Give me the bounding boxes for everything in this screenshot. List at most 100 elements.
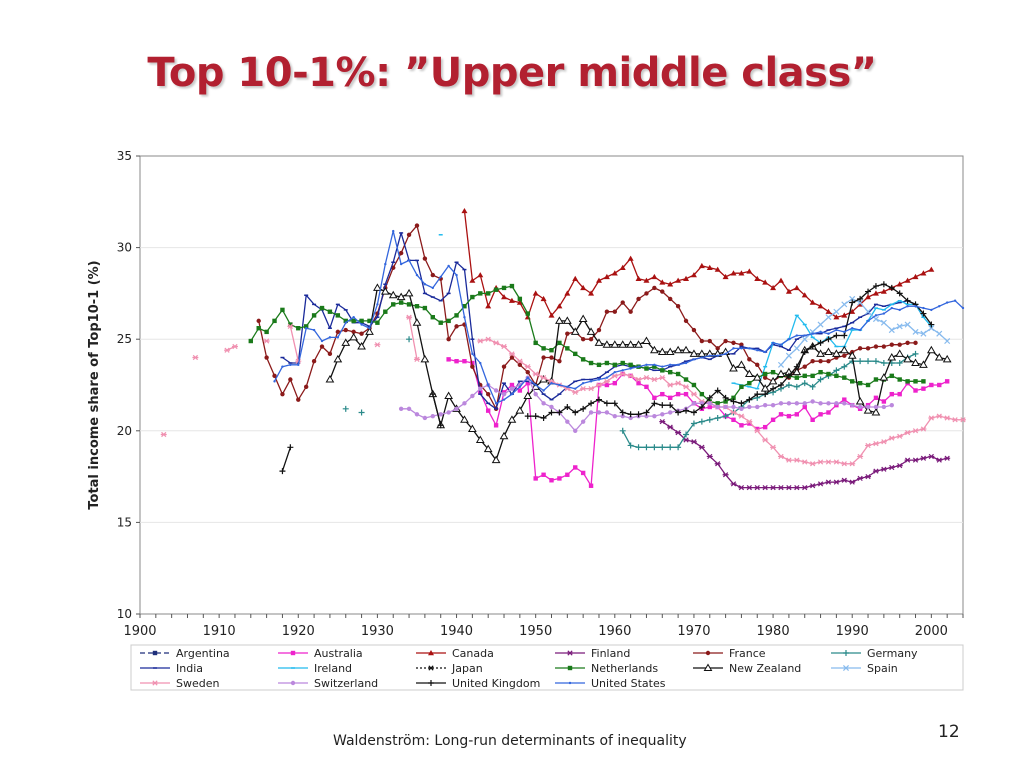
data-point-united-states <box>392 229 395 233</box>
data-point-finland <box>817 481 824 487</box>
data-point-australia <box>786 413 792 419</box>
data-point-switzerland <box>778 401 784 406</box>
data-point-france <box>747 357 752 362</box>
legend-item-new-zealand: New Zealand <box>693 662 801 675</box>
data-point-finland <box>833 479 840 485</box>
data-point-switzerland <box>580 419 586 424</box>
legend-label: Australia <box>314 647 363 660</box>
data-point-netherlands <box>731 395 736 401</box>
data-point-new-zealand <box>665 347 675 356</box>
data-point-sweden <box>849 461 856 467</box>
data-point-sweden <box>493 340 500 346</box>
data-point-switzerland <box>596 410 602 415</box>
x-tick-label: 1940 <box>440 624 473 639</box>
data-point-france <box>596 327 602 333</box>
data-point-united-states <box>898 308 901 312</box>
series-line-sweden <box>408 317 418 360</box>
data-point-new-zealand <box>373 283 382 291</box>
data-point-new-zealand <box>515 406 525 414</box>
data-point-netherlands <box>501 285 507 291</box>
data-point-new-zealand <box>863 406 873 414</box>
legend-label: Ireland <box>314 662 352 675</box>
data-point-united-states <box>273 380 276 383</box>
legend-marker <box>152 650 158 656</box>
data-point-united-states <box>605 376 609 379</box>
series-line-united-states <box>273 230 964 404</box>
legend-label: Spain <box>867 662 898 675</box>
data-point-australia <box>636 380 641 386</box>
data-point-france <box>707 338 712 344</box>
data-point-australia <box>778 412 784 417</box>
data-point-france <box>256 318 261 324</box>
legend-item-japan: Japan <box>416 662 483 675</box>
data-point-sweden <box>920 426 927 432</box>
data-point-united-kingdom <box>801 349 808 356</box>
data-point-germany <box>833 367 840 374</box>
data-point-united-kingdom <box>793 363 800 370</box>
y-tick-label: 25 <box>117 332 132 346</box>
data-point-germany <box>690 420 697 427</box>
data-point-spain <box>944 338 951 345</box>
data-point-united-kingdom <box>429 391 436 398</box>
legend-item-switzerland: Switzerland <box>278 677 378 690</box>
data-point-new-zealand <box>650 345 659 354</box>
data-point-switzerland <box>715 404 720 410</box>
data-point-united-states <box>304 327 308 330</box>
data-point-united-kingdom <box>588 400 595 407</box>
data-point-united-states <box>526 376 529 379</box>
data-point-united-states <box>486 383 490 387</box>
data-point-united-states <box>716 354 719 357</box>
data-point-switzerland <box>430 413 435 419</box>
legend-marker <box>428 665 434 671</box>
legend-item-argentina: Argentina <box>140 647 230 660</box>
data-point-united-kingdom <box>841 332 848 339</box>
data-point-australia <box>588 483 594 488</box>
data-point-switzerland <box>501 391 507 397</box>
legend-item-sweden: Sweden <box>140 677 219 690</box>
data-point-united-states <box>297 363 300 367</box>
legend-label: New Zealand <box>729 662 801 675</box>
data-point-netherlands <box>343 318 348 324</box>
data-point-netherlands <box>573 351 578 357</box>
data-point-sweden <box>588 386 595 392</box>
data-point-germany <box>675 444 682 451</box>
data-point-switzerland <box>565 419 570 424</box>
data-point-france <box>691 327 697 333</box>
data-point-new-zealand <box>380 287 390 295</box>
data-point-france <box>588 337 594 342</box>
legend-marker <box>428 650 434 656</box>
page-number: 12 <box>938 722 960 742</box>
data-point-australia <box>881 399 887 404</box>
data-point-sweden <box>374 342 381 348</box>
data-point-finland <box>888 464 895 471</box>
data-point-netherlands <box>683 377 689 382</box>
data-point-france <box>604 309 610 314</box>
data-point-germany <box>793 383 800 390</box>
data-point-australia <box>762 424 768 430</box>
data-point-canada <box>627 255 634 261</box>
data-point-germany <box>651 444 658 451</box>
data-point-spain <box>888 327 895 334</box>
data-point-new-zealand <box>919 360 928 368</box>
data-point-united-states <box>431 286 434 290</box>
data-point-france <box>620 300 625 305</box>
data-point-finland <box>944 455 951 461</box>
data-point-germany <box>785 382 792 388</box>
data-point-switzerland <box>707 401 712 406</box>
data-point-united-states <box>882 312 886 315</box>
data-point-new-zealand <box>523 391 533 399</box>
data-point-australia <box>573 465 578 470</box>
data-point-france <box>660 289 665 294</box>
data-point-united-kingdom <box>572 409 579 416</box>
data-point-new-zealand <box>871 407 881 416</box>
data-point-united-kingdom <box>738 400 745 407</box>
legend-label: United Kingdom <box>452 677 540 690</box>
data-point-finland <box>746 484 753 491</box>
data-point-france <box>351 329 356 335</box>
data-point-switzerland <box>723 404 728 410</box>
legend-item-canada: Canada <box>416 647 494 660</box>
data-point-united-kingdom <box>635 411 642 418</box>
data-point-new-zealand <box>879 373 889 381</box>
series-united-kingdom <box>279 281 935 475</box>
data-point-switzerland <box>660 412 665 417</box>
